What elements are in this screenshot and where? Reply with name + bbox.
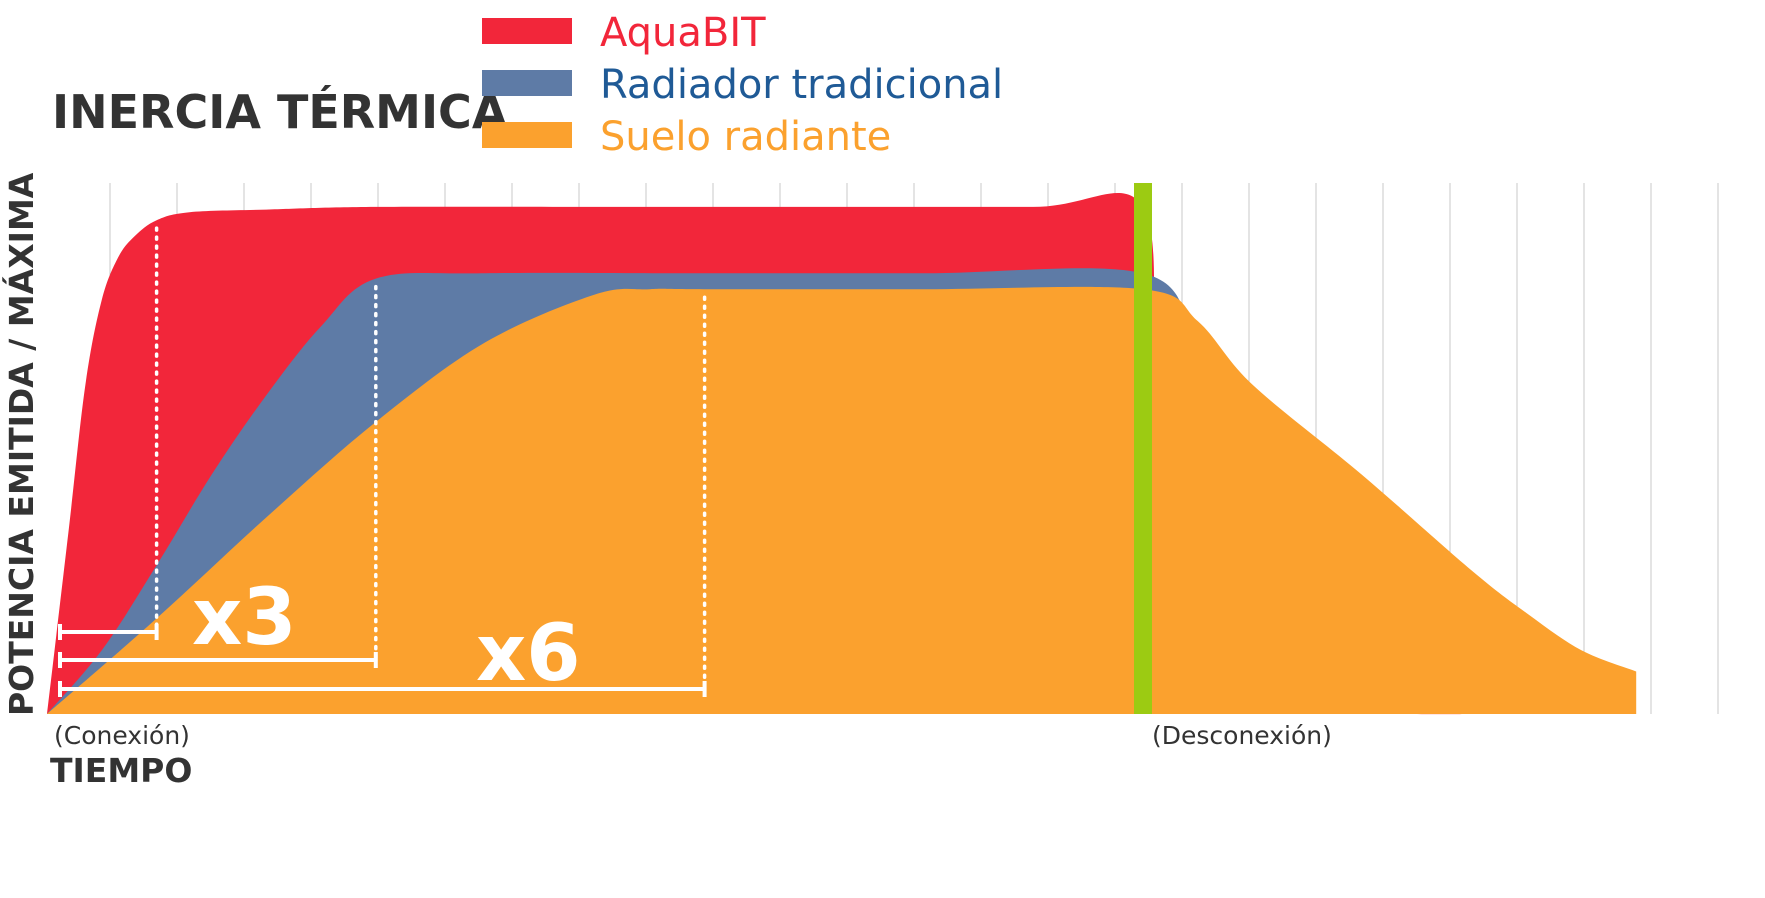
chart-title: INERCIA TÉRMICA <box>52 85 508 139</box>
disconnection-marker <box>1134 183 1152 714</box>
connection-label: (Conexión) <box>54 721 190 750</box>
legend-label-suelo: Suelo radiante <box>600 114 891 160</box>
area-suelo <box>47 286 1637 714</box>
legend-swatch-suelo <box>482 122 572 148</box>
y-axis-label: POTENCIA EMITIDA / MÁXIMA <box>1 172 41 716</box>
disconnection-label: (Desconexión) <box>1152 721 1332 750</box>
plot-areas <box>47 192 1637 715</box>
rise-time-markers <box>58 226 707 697</box>
annotation-x6: x6 <box>476 609 581 699</box>
x-axis-label: TIEMPO <box>50 751 192 790</box>
legend-label-radiador: Radiador tradicional <box>600 62 1003 108</box>
legend: AquaBIT Radiador tradicional Suelo radia… <box>482 10 1003 160</box>
legend-label-aquabit: AquaBIT <box>600 10 766 56</box>
annotation-x3: x3 <box>192 573 297 663</box>
legend-swatch-radiador <box>482 70 572 96</box>
legend-swatch-aquabit <box>482 18 572 44</box>
